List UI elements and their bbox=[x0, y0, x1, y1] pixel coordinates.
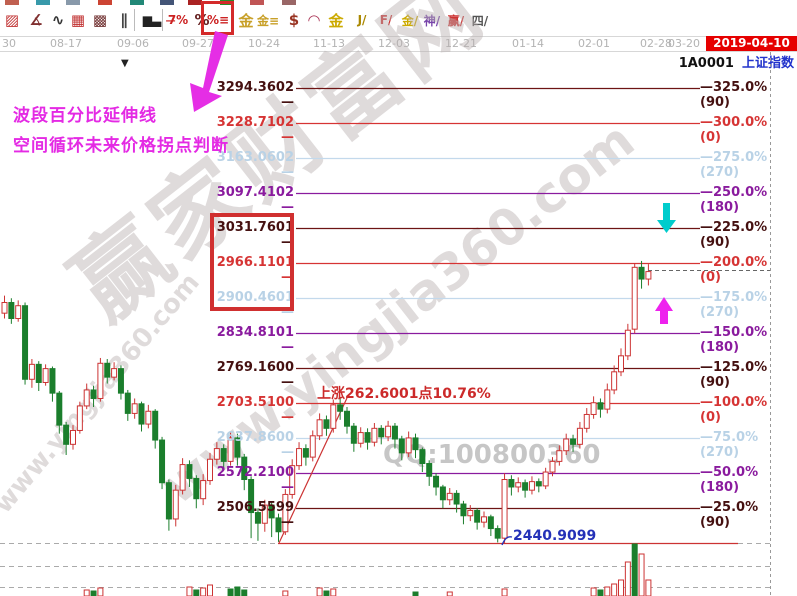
gann-box-icon[interactable]: ▨ bbox=[4, 11, 20, 29]
fib-price-label: 3031.7601 bbox=[204, 220, 294, 250]
grid-dark-icon[interactable]: ▩ bbox=[92, 11, 108, 29]
money-brush-icon[interactable]: $ bbox=[288, 11, 300, 29]
zigzag-wave-icon[interactable]: ∿ bbox=[51, 11, 65, 29]
symbol-name: 上证指数 bbox=[741, 56, 794, 71]
symbol-code: 1A0001 bbox=[678, 56, 734, 71]
date-tick: 12-21 bbox=[445, 37, 477, 50]
annotation-line1: 波段百分比延伸线 bbox=[13, 106, 157, 126]
annotation-line2: 空间循环未来价格拐点判断 bbox=[13, 136, 229, 156]
fib-percent-label: —175.0%(270) bbox=[700, 290, 768, 320]
shen-diag-icon[interactable]: 神/ bbox=[423, 13, 441, 28]
date-tick: 02-01 bbox=[578, 37, 610, 50]
clipped-toolbar-icon bbox=[130, 0, 144, 5]
fib-percent-label: —125.0%(90) bbox=[700, 360, 768, 390]
gold2-icon[interactable]: 金 bbox=[328, 11, 344, 30]
percent-extension-icon[interactable]: %≡ bbox=[206, 13, 230, 27]
fib-price-label: 2769.1600 bbox=[204, 360, 294, 390]
grid-red-icon[interactable]: ▦ bbox=[70, 11, 86, 29]
fib-price-label: 2572.2100 bbox=[204, 465, 294, 495]
gold-coin-icon[interactable]: 金 bbox=[238, 11, 254, 30]
fib-price-label: 2900.4601 bbox=[204, 290, 294, 320]
clipped-toolbar-icon bbox=[5, 0, 19, 5]
parallel-lines-icon[interactable]: ∥ bbox=[120, 11, 128, 29]
percent-7-icon[interactable]: 7̶% bbox=[167, 13, 189, 27]
gold-diag-icon[interactable]: 金/ bbox=[401, 13, 419, 28]
highlight-box-prices bbox=[210, 213, 294, 311]
date-tick: 03-20 bbox=[668, 37, 700, 50]
date-axis-divider bbox=[0, 51, 797, 52]
si-diag-icon[interactable]: 四/ bbox=[471, 13, 489, 28]
clipped-toolbar-icon bbox=[98, 0, 112, 5]
fib-price-label: 3163.0602 bbox=[204, 150, 294, 180]
gann-arc-icon[interactable]: ◠ bbox=[308, 11, 320, 29]
f-line-icon[interactable]: F/ bbox=[379, 13, 393, 27]
date-tick: 12-03 bbox=[378, 37, 410, 50]
fib-price-label: 2703.5100 bbox=[204, 395, 294, 425]
fib-percent-label: —150.0%(180) bbox=[700, 325, 768, 355]
clipped-toolbar-icon bbox=[188, 0, 202, 5]
fib-price-label: 3228.7102 bbox=[204, 115, 294, 145]
clipped-toolbar-icon bbox=[282, 0, 296, 5]
j-line-icon[interactable]: J/ bbox=[357, 13, 367, 27]
date-tick: 09-27 bbox=[182, 37, 214, 50]
fib-percent-label: —200.0%(0) bbox=[700, 255, 768, 285]
rise-annotation: 上涨262.6001点10.76% bbox=[317, 386, 491, 402]
clipped-toolbar-icon bbox=[66, 0, 80, 5]
fib-percent-label: —250.0%(180) bbox=[700, 185, 768, 215]
date-axis: 30 08-17 09-06 09-27 10-24 11-13 12-03 12-21 01-… bbox=[0, 37, 797, 51]
fib-percent-label: —25.0%(90) bbox=[700, 500, 759, 530]
toolbar-separator bbox=[162, 9, 163, 31]
date-tick: 02-28 bbox=[640, 37, 672, 50]
fib-price-label: 2966.1101 bbox=[204, 255, 294, 285]
low-price-label: 2440.9099 bbox=[513, 528, 597, 544]
fib-percent-label: —225.0%(90) bbox=[700, 220, 768, 250]
date-tick: 11-13 bbox=[313, 37, 345, 50]
histogram-icon[interactable]: ▆▃ bbox=[142, 13, 162, 27]
fib-percent-label: —275.0%(270) bbox=[700, 150, 768, 180]
fib-percent-label: —325.0%(90) bbox=[700, 80, 768, 110]
clipped-toolbar-icon bbox=[160, 0, 174, 5]
fan-lines-icon[interactable]: ∡ bbox=[29, 11, 43, 29]
date-tick: 30 bbox=[2, 37, 16, 50]
fib-percent-label: —300.0%(0) bbox=[700, 115, 768, 145]
toolbar-separator bbox=[134, 9, 135, 31]
fib-price-label: 3294.3602 bbox=[204, 80, 294, 110]
chevron-down-icon[interactable]: ▼ bbox=[121, 58, 129, 69]
date-tick: 08-17 bbox=[50, 37, 82, 50]
drawing-toolbar: ▨ ∡ ∿ ▦ ▩ ∥ ▆▃ 7̶%% %≡ 金金≡ $ ◠ 金 J/F/金/神/赢/四/ bbox=[0, 7, 797, 36]
fib-price-label: 2834.8101 bbox=[204, 325, 294, 355]
date-tick: 10-24 bbox=[248, 37, 280, 50]
fib-price-label: 2506.5599 bbox=[204, 500, 294, 530]
ying-diag-icon[interactable]: 赢/ bbox=[447, 13, 465, 28]
fib-percent-label: —50.0%(180) bbox=[700, 465, 759, 495]
symbol-label: 1A0001 上证指数 bbox=[679, 52, 794, 71]
fib-price-label: 3097.4102 bbox=[204, 185, 294, 215]
fib-percent-label: —75.0%(270) bbox=[700, 430, 759, 460]
toolbar-divider bbox=[0, 36, 797, 37]
fib-price-label: 2637.8600 bbox=[204, 430, 294, 460]
date-tick: 01-14 bbox=[512, 37, 544, 50]
fib-percent-label: —100.0%(0) bbox=[700, 395, 768, 425]
date-tick: 09-06 bbox=[117, 37, 149, 50]
clipped-toolbar-icon bbox=[36, 0, 50, 5]
current-date-badge: 2019-04-10 bbox=[706, 36, 797, 51]
gold-lines-icon[interactable]: 金≡ bbox=[256, 13, 280, 28]
clipped-toolbar-icon bbox=[250, 0, 264, 5]
